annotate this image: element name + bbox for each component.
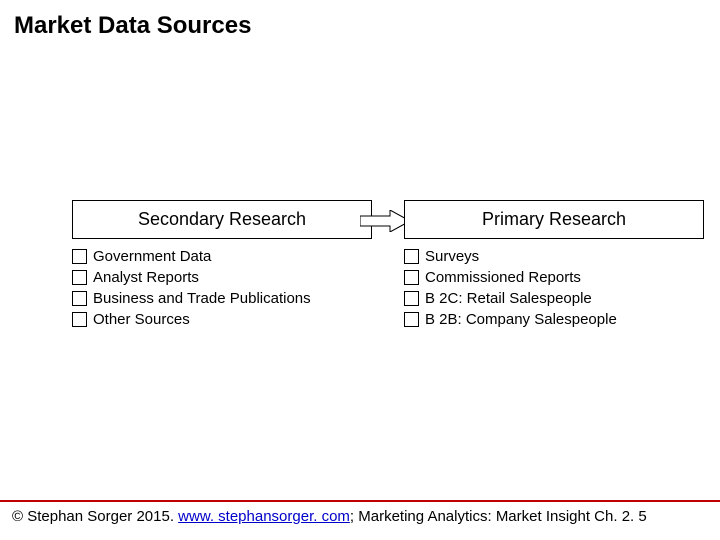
footer-text: © Stephan Sorger 2015. www. stephansorge…	[12, 508, 647, 525]
footer-divider	[0, 500, 720, 502]
list-item-label: Analyst Reports	[93, 268, 199, 287]
list-item-label: Business and Trade Publications	[93, 289, 311, 308]
list-item: Commissioned Reports	[404, 268, 704, 287]
primary-research-header: Primary Research	[404, 200, 704, 239]
list-item-label: Surveys	[425, 247, 479, 266]
bullet-square-icon	[404, 312, 419, 327]
list-item: Analyst Reports	[72, 268, 372, 287]
list-item: B 2B: Company Salespeople	[404, 310, 704, 329]
list-item-label: Commissioned Reports	[425, 268, 581, 287]
list-item-label: Government Data	[93, 247, 211, 266]
footer-link[interactable]: www. stephansorger. com	[178, 508, 350, 525]
footer-prefix: © Stephan Sorger 2015.	[12, 508, 178, 525]
bullet-square-icon	[72, 249, 87, 264]
bullet-square-icon	[72, 312, 87, 327]
bullet-square-icon	[72, 291, 87, 306]
bullet-square-icon	[404, 249, 419, 264]
list-item: Other Sources	[72, 310, 372, 329]
list-item-label: Other Sources	[93, 310, 190, 329]
footer-suffix: ; Marketing Analytics: Market Insight Ch…	[350, 508, 647, 525]
secondary-research-column: Secondary Research Government Data Analy…	[72, 200, 372, 331]
primary-research-column: Primary Research Surveys Commissioned Re…	[404, 200, 704, 331]
list-item: Government Data	[72, 247, 372, 266]
list-item-label: B 2C: Retail Salespeople	[425, 289, 592, 308]
arrow-icon	[360, 210, 410, 237]
page-title: Market Data Sources	[14, 12, 251, 40]
list-item: Surveys	[404, 247, 704, 266]
bullet-square-icon	[72, 270, 87, 285]
secondary-research-header: Secondary Research	[72, 200, 372, 239]
list-item-label: B 2B: Company Salespeople	[425, 310, 617, 329]
bullet-square-icon	[404, 291, 419, 306]
bullet-square-icon	[404, 270, 419, 285]
list-item: B 2C: Retail Salespeople	[404, 289, 704, 308]
list-item: Business and Trade Publications	[72, 289, 372, 308]
